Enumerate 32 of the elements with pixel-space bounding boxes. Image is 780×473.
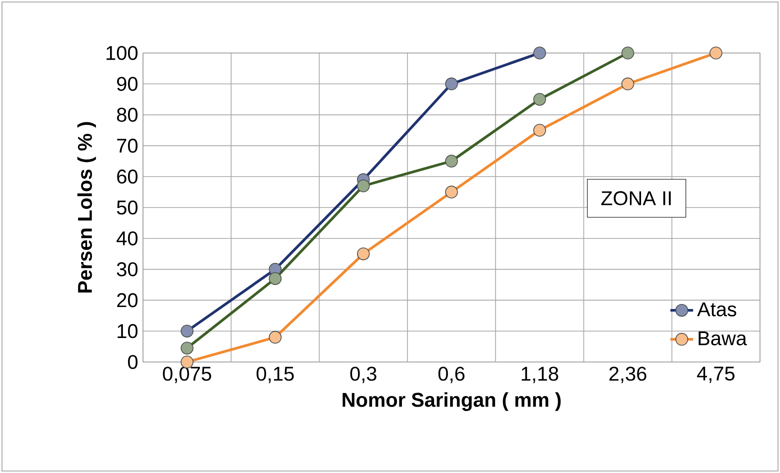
y-tick-label: 90 <box>117 76 138 91</box>
y-tick-label: 30 <box>116 262 138 276</box>
y-tick-label: 60 <box>117 170 138 184</box>
x-tick-label: 0,3 <box>350 366 376 384</box>
y-tick-label: 80 <box>117 108 138 122</box>
point <box>533 46 546 60</box>
x-tick-label: 0,15 <box>256 366 294 384</box>
y-tick-label: 50 <box>116 200 138 215</box>
x-tick-label: 4,75 <box>697 366 734 383</box>
x-axis-title: Nomor Saringan ( mm ) <box>342 392 561 411</box>
y-tick-label: 0 <box>128 354 138 370</box>
annotation: ZONA II <box>601 191 671 206</box>
y-axis-title: Persen Lolos ( % ) <box>77 122 96 293</box>
point <box>180 324 194 338</box>
legend-label: Bawa <box>698 331 747 346</box>
x-tick-label: 0,075 <box>162 366 212 384</box>
point <box>356 179 370 192</box>
point <box>533 92 546 106</box>
point <box>180 342 194 354</box>
y-tick-label: 100 <box>106 46 138 60</box>
y-tick-label: 20 <box>117 293 138 308</box>
legend-label: Atas <box>697 302 736 316</box>
point <box>445 154 458 168</box>
x-tick-label: 0,6 <box>438 366 464 384</box>
y-tick-label: 40 <box>116 231 138 246</box>
y-tick-label: 70 <box>117 138 138 153</box>
point <box>445 78 458 90</box>
x-tick-label: 1,18 <box>522 366 558 384</box>
point <box>621 46 634 60</box>
x-tick-label: 2,36 <box>609 366 646 384</box>
y-tick-label: 10 <box>118 324 138 338</box>
point <box>268 272 282 285</box>
